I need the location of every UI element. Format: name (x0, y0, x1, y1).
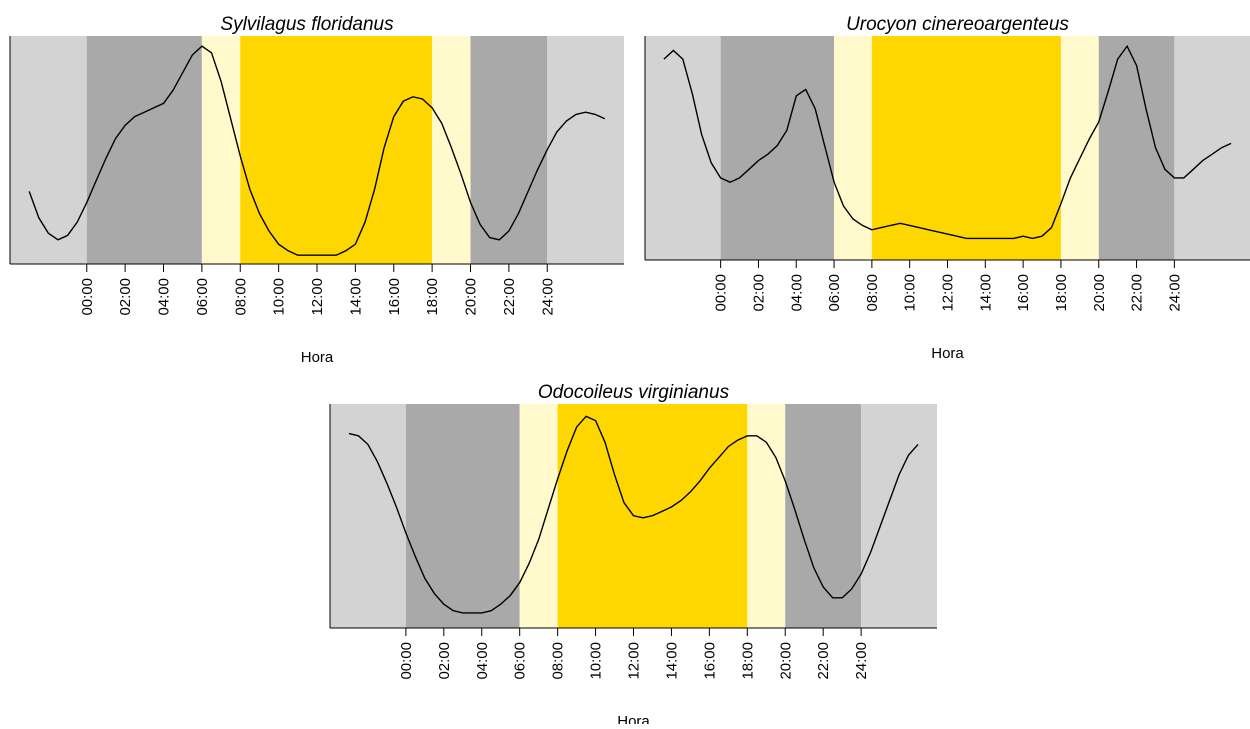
band-day (871, 36, 1061, 260)
x-axis-title: Hora (931, 345, 964, 362)
x-tick-label: 00:00 (79, 278, 96, 316)
x-tick-label: 00:00 (398, 642, 415, 680)
band-night (1174, 36, 1250, 260)
x-tick-label: 06:00 (826, 274, 843, 312)
x-tick-label: 22:00 (815, 642, 832, 680)
x-tick-label: 04:00 (474, 642, 491, 680)
density-line (663, 44, 1232, 240)
x-tick-label: 06:00 (194, 278, 211, 316)
band-twilight (432, 36, 471, 264)
x-tick-label: 24:00 (853, 642, 870, 680)
x-tick-label: 08:00 (864, 274, 881, 312)
band-day (240, 36, 433, 264)
x-tick-label: 14:00 (663, 642, 680, 680)
band-night_dark (470, 36, 548, 264)
band-twilight (1060, 36, 1099, 260)
band-twilight (834, 36, 872, 260)
x-tick-label: 20:00 (463, 278, 480, 316)
x-tick-label: 24:00 (1166, 274, 1183, 312)
x-tick-label: 14:00 (347, 278, 364, 316)
x-tick-label: 08:00 (550, 642, 567, 680)
band-twilight (201, 36, 241, 264)
band-night (861, 404, 937, 628)
x-axis-title: Hora (617, 713, 650, 724)
panel-urocyon-cinereoargenteus: 00:00 02:00 04:00 06:00 08:00 10:00 12:00 14:00… (644, 14, 1250, 362)
band-night (645, 36, 721, 260)
x-tick-label: 16:00 (701, 642, 718, 680)
band-twilight (747, 404, 786, 628)
band-night_dark (720, 36, 835, 260)
band-night (330, 404, 406, 628)
band-night (10, 36, 87, 264)
x-tick-label: 04:00 (788, 274, 805, 312)
x-tick-label: 22:00 (1129, 274, 1146, 312)
chart-title: Sylvilagus floridanus (220, 14, 394, 35)
x-tick-label: 18:00 (739, 642, 756, 680)
x-tick-label: 02:00 (750, 274, 767, 312)
chart-title: Odocoileus virginianus (538, 382, 730, 403)
x-tick-label: 10:00 (902, 274, 919, 312)
chart-title: Urocyon cinereoargenteus (846, 14, 1069, 35)
x-tick-label: 02:00 (436, 642, 453, 680)
x-tick-label: 24:00 (539, 278, 556, 316)
x-axis-title: Hora (301, 349, 334, 366)
panel-sylvilagus-floridanus: 00:00 02:00 04:00 06:00 08:00 10:00 12:00 14:00… (9, 14, 624, 366)
band-night (547, 36, 624, 264)
x-tick-label: 20:00 (1091, 274, 1108, 312)
band-night_dark (405, 404, 520, 628)
x-tick-label: 06:00 (512, 642, 529, 680)
x-tick-label: 16:00 (1015, 274, 1032, 312)
x-tick-label: 10:00 (271, 278, 288, 316)
band-night_dark (1098, 36, 1175, 260)
x-tick-label: 02:00 (117, 278, 134, 316)
x-tick-label: 18:00 (424, 278, 441, 316)
x-tick-label: 16:00 (386, 278, 403, 316)
band-night_dark (785, 404, 862, 628)
x-tick-label: 08:00 (232, 278, 249, 316)
x-tick-label: 20:00 (777, 642, 794, 680)
x-tick-label: 12:00 (309, 278, 326, 316)
density-line (28, 45, 606, 256)
x-tick-label: 18:00 (1053, 274, 1070, 312)
x-tick-label: 12:00 (626, 642, 643, 680)
density-line (348, 415, 919, 614)
x-tick-label: 04:00 (156, 278, 173, 316)
x-tick-label: 10:00 (588, 642, 605, 680)
x-tick-label: 22:00 (501, 278, 518, 316)
panel-odocoileus-virginianus: 00:00 02:00 04:00 06:00 08:00 10:00 12:00 14:00… (329, 382, 937, 729)
x-tick-label: 00:00 (713, 274, 730, 312)
x-tick-label: 12:00 (940, 274, 957, 312)
x-tick-label: 14:00 (977, 274, 994, 312)
band-twilight (519, 404, 558, 628)
